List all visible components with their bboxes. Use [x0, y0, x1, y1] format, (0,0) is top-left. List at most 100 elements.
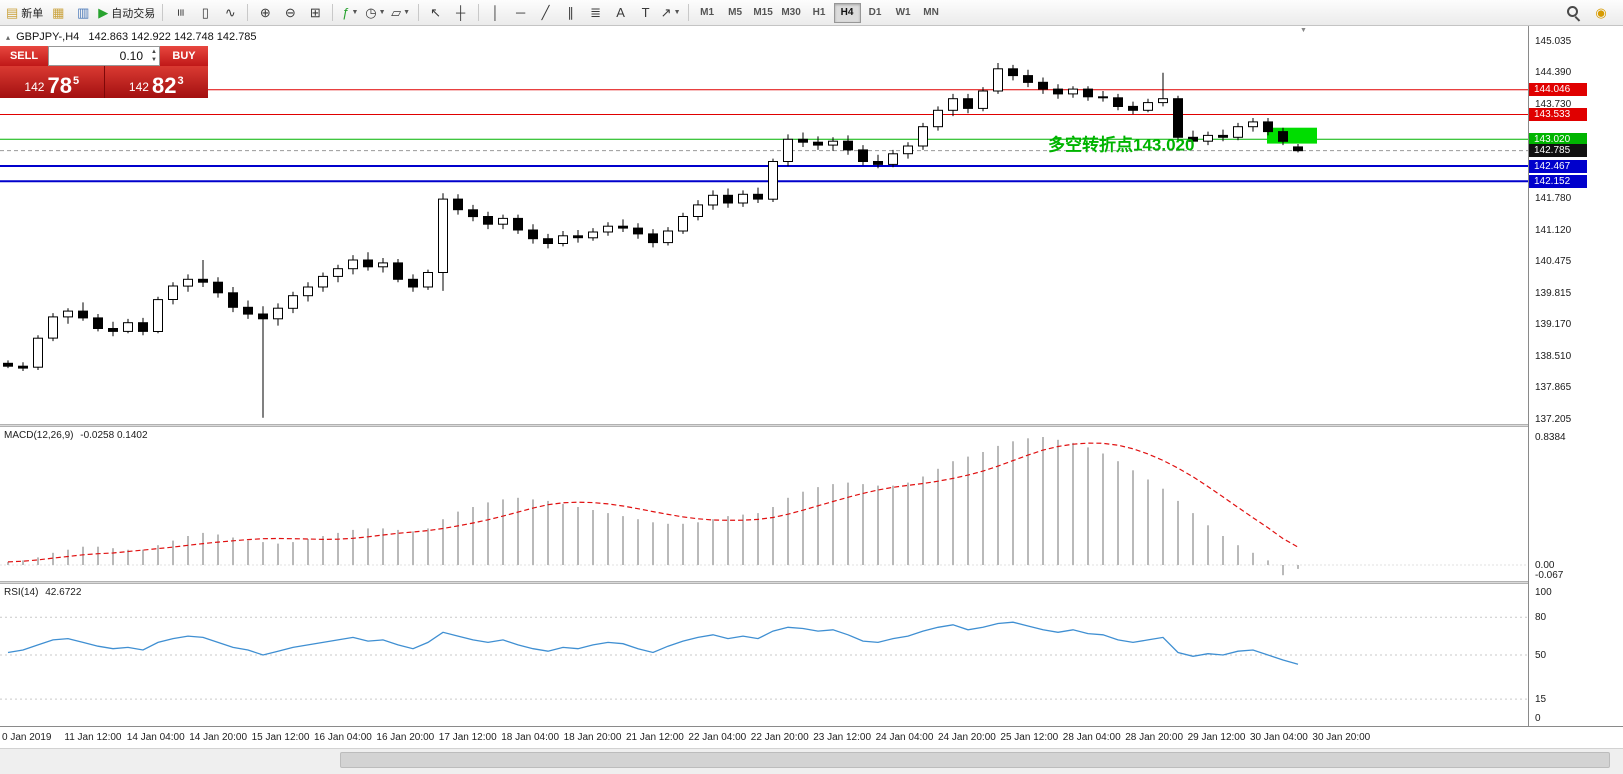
rsi-line	[7, 621, 1299, 665]
search-icon[interactable]	[1561, 3, 1585, 23]
macd-signal-line	[7, 442, 1299, 563]
periods-icon[interactable]: ◷ ▼	[363, 3, 387, 23]
price-axis-label: 140.475	[1535, 256, 1572, 268]
quote-panel-top: SELL 0.10 ▲ ▼ BUY	[0, 46, 208, 66]
time-axis[interactable]: 0 Jan 2019 11 Jan 12:00 14 Jan 04:00 14 Jan…	[0, 726, 1623, 748]
tf-h1-button[interactable]: H1	[812, 7, 826, 18]
buy-button[interactable]: BUY	[160, 46, 208, 66]
caret-down-icon: ▼	[403, 9, 411, 16]
sell-button[interactable]: SELL	[0, 46, 48, 66]
time-axis-label: 30 Jan 20:00	[1312, 732, 1371, 743]
text-label-icon[interactable]: T	[634, 3, 658, 23]
panel-splitter[interactable]	[0, 424, 1623, 427]
rsi-indicator-value: 42.6722	[45, 587, 82, 598]
volume-spinner[interactable]: ▲ ▼	[151, 48, 157, 64]
candlestick-chart-icon[interactable]: ▯	[193, 3, 217, 23]
cursor-icon: ↖	[430, 5, 442, 20]
tile-windows-icon[interactable]: ⊞	[303, 3, 327, 23]
zoom-in-icon[interactable]: ⊕	[253, 3, 277, 23]
community-icon[interactable]: ◉	[1595, 4, 1607, 20]
chart-shift-marker[interactable]: ▼	[1300, 27, 1307, 34]
time-axis-label: 22 Jan 20:00	[750, 732, 809, 743]
tf-m1-button[interactable]: M1	[700, 7, 715, 18]
price-badge: 142.152	[1529, 174, 1587, 188]
macd-svg[interactable]	[0, 427, 1528, 581]
tf-m5-button[interactable]: M5	[728, 7, 743, 18]
time-axis-label: 11 Jan 12:00	[64, 732, 122, 743]
rsi-svg[interactable]	[0, 584, 1528, 726]
templates-icon[interactable]: ▱ ▼	[389, 3, 413, 23]
volume-value: 0.10	[119, 49, 143, 63]
price-badge: 142.467	[1529, 159, 1587, 173]
price-axis[interactable]: 145.035 144.390 143.730 141.780 141.120 140.4…	[1528, 26, 1623, 726]
volume-input[interactable]: 0.10 ▲ ▼	[48, 46, 160, 66]
tf-mn-button[interactable]: MN	[923, 7, 939, 18]
crosshair-icon[interactable]: ┼	[449, 3, 473, 23]
bar-chart-icon[interactable]: ≡	[168, 3, 192, 23]
panel-splitter[interactable]	[0, 581, 1623, 584]
sell-price-button[interactable]: 142 78 5	[0, 66, 104, 98]
horizontal-line-icon[interactable]: ─	[509, 3, 533, 23]
price-badge: 143.020	[1529, 132, 1587, 146]
indicators-icon[interactable]: ƒ ▼	[338, 3, 362, 23]
price-axis-label: 144.390	[1535, 67, 1572, 79]
rsi-axis-label: 50	[1535, 650, 1547, 661]
trendline-icon[interactable]: ╱	[534, 3, 558, 23]
tf-d1-button[interactable]: D1	[868, 7, 882, 18]
buy-price-sup: 3	[177, 75, 184, 87]
tf-w1-button[interactable]: W1	[895, 7, 911, 18]
macd-histogram	[7, 437, 1299, 576]
time-axis-label: 28 Jan 04:00	[1062, 732, 1121, 743]
time-axis-label: 17 Jan 12:00	[438, 732, 497, 743]
tf-h4-button[interactable]: H4	[833, 2, 861, 23]
price-axis-label: 137.865	[1535, 382, 1572, 394]
new-order-button[interactable]: ▤ 新单	[4, 3, 45, 23]
time-axis-label: 18 Jan 04:00	[501, 732, 560, 743]
spinner-up-icon[interactable]: ▲	[151, 49, 157, 55]
profiles-icon[interactable]: ▥	[71, 3, 95, 23]
tf-m15-button[interactable]: M15	[753, 7, 773, 18]
time-axis-label: 28 Jan 20:00	[1125, 732, 1184, 743]
toolbar-items: ▤ 新单 ▦ ▥ ▶ 自动交易 ≡ ▯ ∿ ⊕ ⊖ ⊞ ƒ ▼ ◷ ▼ ▱ ▼ ↖ ┼ │ ─ ╱ ∥ ≣ A T ↗ ▼ M1 M5 M15…	[4, 2, 945, 23]
caret-down-icon: ▼	[351, 9, 359, 16]
candles	[3, 63, 1303, 418]
scrollbar-thumb[interactable]	[340, 752, 1610, 768]
horizontal-scrollbar[interactable]	[0, 748, 1623, 774]
arrows-icon[interactable]: ↗ ▼	[659, 3, 683, 23]
rsi-axis-label: 15	[1535, 694, 1547, 706]
vertical-line-icon: │	[491, 5, 500, 20]
time-axis-label: 22 Jan 04:00	[688, 732, 747, 743]
line-chart-icon[interactable]: ∿	[218, 3, 242, 23]
tf-m30-button[interactable]: M30	[781, 7, 801, 18]
ohlc-values: 142.863 142.922 142.748 142.785	[88, 31, 257, 43]
horizontal-line-icon: ─	[515, 5, 526, 20]
price-chart-svg[interactable]: 多空转折点143.020	[0, 26, 1528, 424]
rsi-axis-label: 80	[1535, 612, 1547, 624]
buy-price-button[interactable]: 142 82 3	[103, 66, 209, 98]
vertical-line-icon[interactable]: │	[484, 3, 508, 23]
time-axis-label: 14 Jan 04:00	[126, 732, 185, 743]
price-axis-label: 145.035	[1535, 36, 1572, 47]
cursor-icon[interactable]: ↖	[424, 3, 448, 23]
time-axis-label: 18 Jan 20:00	[563, 732, 622, 743]
chart-window-icon[interactable]: ▦	[46, 3, 70, 23]
autotrading-button[interactable]: ▶ 自动交易	[96, 3, 157, 23]
crosshair-icon: ┼	[455, 5, 466, 20]
toolbar-separator	[332, 4, 334, 21]
fibonacci-icon: ≣	[590, 5, 602, 20]
periods-icon: ◷	[365, 5, 377, 20]
channel-icon[interactable]: ∥	[559, 3, 583, 23]
spinner-down-icon[interactable]: ▼	[151, 57, 157, 63]
zoom-out-icon[interactable]: ⊖	[278, 3, 302, 23]
time-axis-label: 21 Jan 12:00	[626, 732, 684, 743]
macd-panel[interactable]	[0, 427, 1528, 581]
fibonacci-icon[interactable]: ≣	[584, 3, 608, 23]
text-icon[interactable]: A	[609, 3, 633, 23]
main-chart-panel[interactable]: 多空转折点143.020	[0, 26, 1528, 424]
time-axis-label: 29 Jan 12:00	[1187, 732, 1246, 743]
arrows-icon: ↗	[660, 5, 672, 20]
text-label-icon: T	[641, 5, 650, 20]
channel-icon: ∥	[567, 5, 574, 20]
chart-window-icon: ▦	[52, 5, 65, 20]
rsi-panel[interactable]	[0, 584, 1528, 726]
